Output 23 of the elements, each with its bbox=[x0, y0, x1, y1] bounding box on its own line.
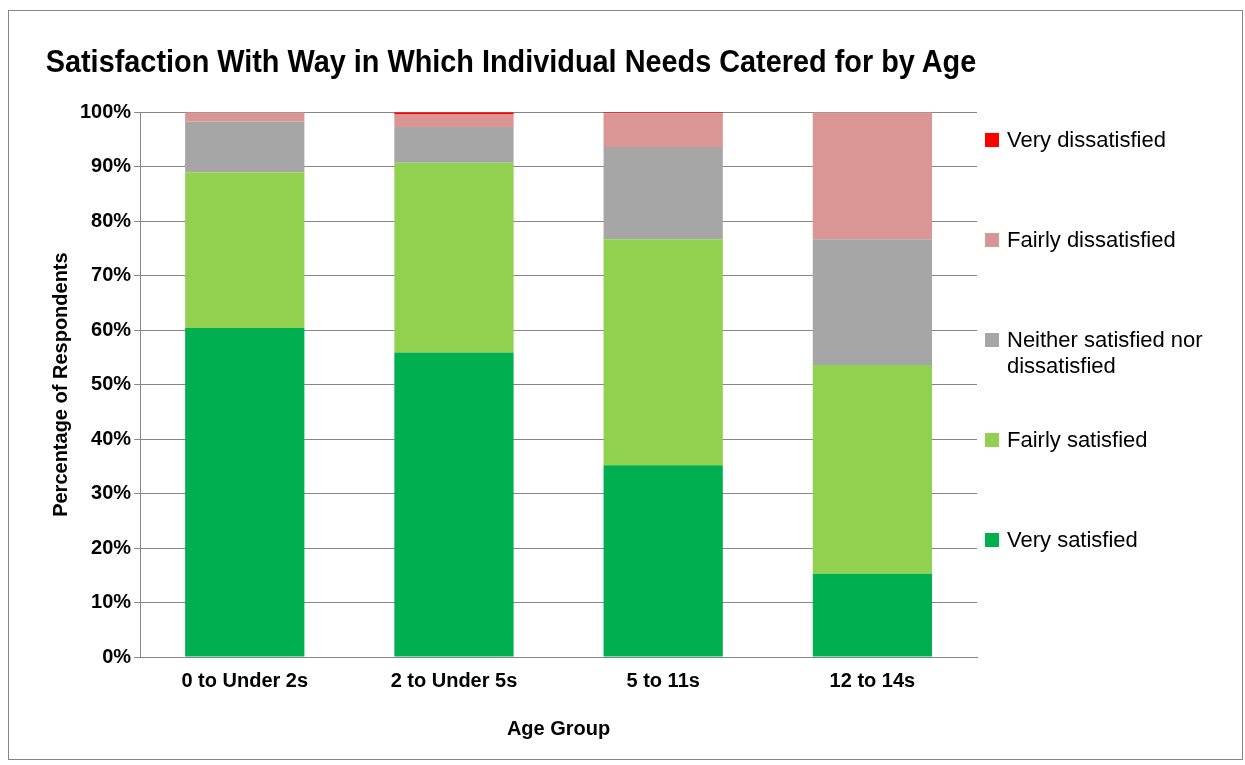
chart-title: Satisfaction With Way in Which Individual Needs Catered for by Age bbox=[45, 44, 977, 79]
y-tick-label: 50% bbox=[91, 372, 132, 395]
y-tick-label: 80% bbox=[91, 208, 132, 231]
legend-label: Neither satisfied nor dissatisfied bbox=[1007, 327, 1204, 379]
x-axis-title: Age Group bbox=[506, 716, 611, 739]
y-tick-label: 60% bbox=[91, 317, 132, 340]
y-tick-label: 100% bbox=[80, 99, 132, 122]
legend-label: Very dissatisfied bbox=[1007, 127, 1166, 153]
legend-label: Fairly dissatisfied bbox=[1007, 227, 1176, 253]
x-tick-label: 5 to 11s bbox=[626, 668, 700, 691]
x-tick-label: 0 to Under 2s bbox=[181, 668, 309, 691]
y-tick-label: 20% bbox=[91, 535, 132, 558]
y-tick-label: 10% bbox=[91, 590, 132, 613]
legend-label: Very satisfied bbox=[1007, 527, 1138, 553]
y-tick-label: 0% bbox=[102, 644, 132, 667]
x-tick-label: 12 to 14s bbox=[829, 668, 916, 691]
y-axis-title: Percentage of Respondents bbox=[48, 252, 71, 517]
y-tick-label: 40% bbox=[91, 426, 132, 449]
x-tick-label: 2 to Under 5s bbox=[390, 668, 518, 691]
y-tick-label: 30% bbox=[91, 481, 132, 504]
y-tick-label: 70% bbox=[91, 263, 132, 286]
legend-label: Fairly satisfied bbox=[1007, 427, 1148, 453]
y-tick-label: 90% bbox=[91, 154, 132, 177]
